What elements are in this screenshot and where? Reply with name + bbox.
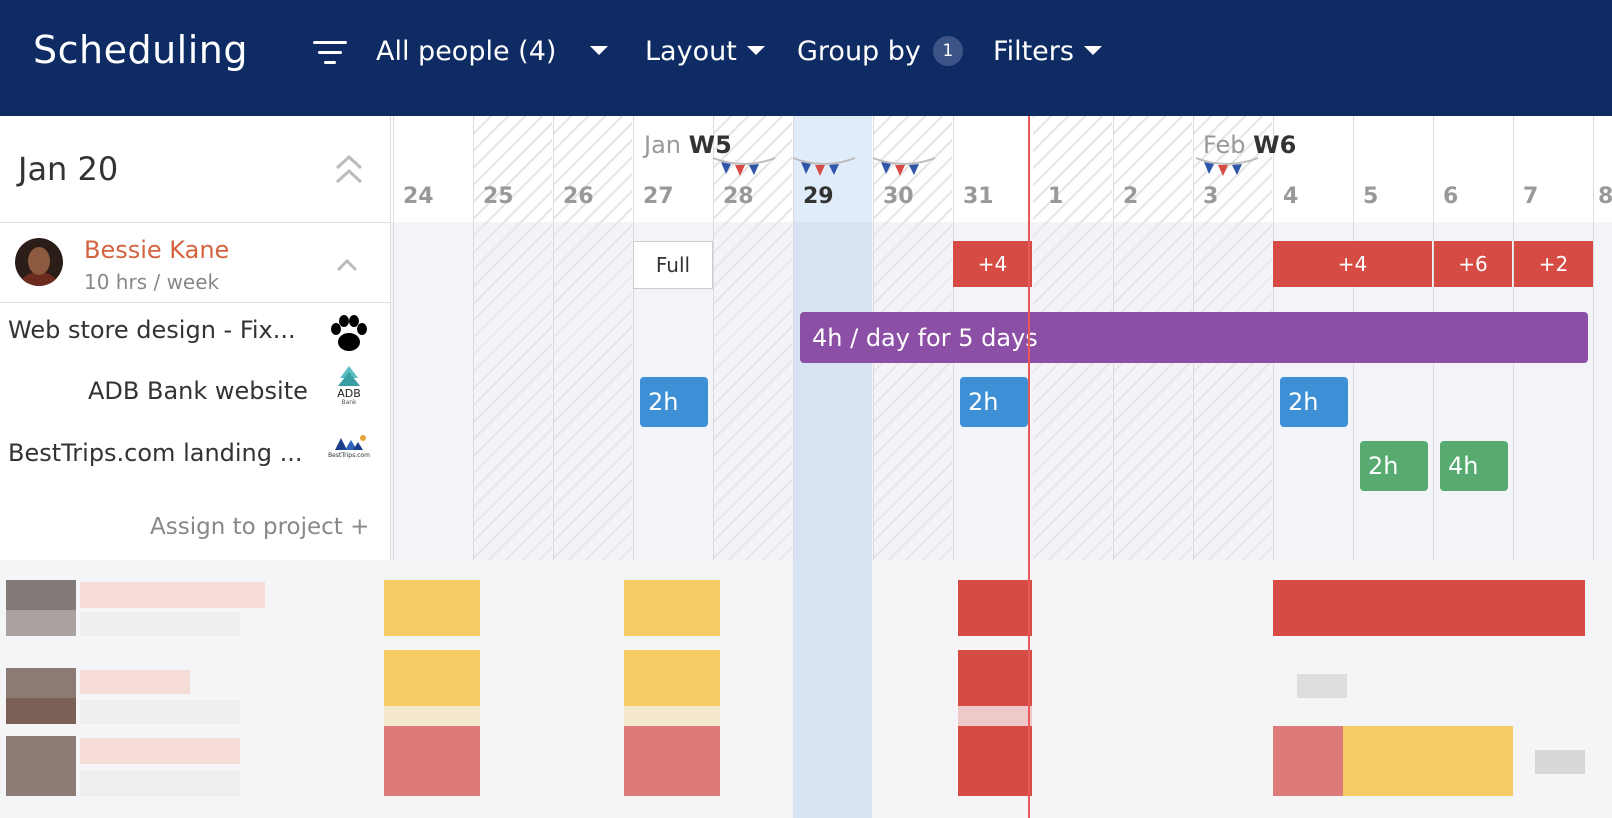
project-name[interactable]: BestTrips.com landing ... bbox=[8, 439, 303, 467]
day-number[interactable]: 30 bbox=[883, 184, 914, 209]
day-number[interactable]: 25 bbox=[483, 184, 514, 209]
avatar bbox=[15, 238, 63, 286]
day-number[interactable]: 1 bbox=[1048, 184, 1064, 209]
grid-line bbox=[393, 116, 394, 560]
overbook-block[interactable]: +6 bbox=[1434, 241, 1512, 287]
filters-dropdown[interactable]: Filters bbox=[993, 36, 1102, 67]
grid-line bbox=[633, 116, 634, 560]
filters-label: Filters bbox=[993, 36, 1074, 67]
besttrips-allocation[interactable]: 2h bbox=[1360, 441, 1428, 491]
group-by-label: Group by bbox=[797, 36, 921, 67]
holiday-flag-icon bbox=[712, 157, 776, 176]
holiday-flag-icon bbox=[872, 157, 936, 176]
full-capacity-marker[interactable]: Full bbox=[633, 241, 713, 289]
left-panel: Jan 20 Bessie Kane 10 hrs / week Web sto… bbox=[0, 116, 391, 560]
people-filter-dropdown[interactable]: All people (4) bbox=[376, 36, 609, 67]
current-date: Jan 20 bbox=[18, 150, 119, 188]
overbook-block[interactable]: +4 bbox=[953, 241, 1032, 287]
group-by-count-badge: 1 bbox=[932, 35, 963, 66]
besttrips-allocation[interactable]: 4h bbox=[1440, 441, 1508, 491]
day-number[interactable]: 5 bbox=[1363, 184, 1379, 209]
holiday-flag-icon bbox=[792, 157, 856, 176]
grid-line bbox=[553, 116, 554, 560]
week-label: Feb W6 bbox=[1203, 131, 1297, 159]
day-number[interactable]: 6 bbox=[1443, 184, 1459, 209]
day-number[interactable]: 2 bbox=[1123, 184, 1139, 209]
day-number[interactable]: 24 bbox=[403, 184, 434, 209]
weekend-column bbox=[553, 116, 632, 560]
project-name[interactable]: Web store design - Fix... bbox=[8, 316, 296, 344]
holiday-flag-icon bbox=[1195, 157, 1259, 176]
adb-allocation[interactable]: 2h bbox=[640, 377, 708, 427]
adb-bank-logo: ADB Bank bbox=[328, 366, 370, 412]
adb-allocation[interactable]: 2h bbox=[1280, 377, 1348, 427]
day-number[interactable]: 28 bbox=[723, 184, 754, 209]
person-row[interactable]: Bessie Kane 10 hrs / week bbox=[0, 222, 390, 303]
weekend-column bbox=[473, 116, 552, 560]
overbook-block[interactable]: +2 bbox=[1514, 241, 1593, 287]
day-number[interactable]: 26 bbox=[563, 184, 594, 209]
grid-line bbox=[1593, 116, 1594, 560]
group-by-button[interactable]: Group by 1 bbox=[797, 35, 963, 67]
chevron-up-icon[interactable] bbox=[336, 258, 358, 272]
grid-line bbox=[793, 116, 794, 560]
besttrips-logo: BestTrips.com bbox=[326, 434, 372, 470]
day-number[interactable]: 8 bbox=[1598, 184, 1612, 209]
grid-line bbox=[473, 116, 474, 560]
day-number[interactable]: 7 bbox=[1523, 184, 1539, 209]
grid-line bbox=[713, 116, 714, 560]
page-title: Scheduling bbox=[33, 28, 249, 72]
collapse-all-icon[interactable] bbox=[334, 152, 364, 188]
chevron-down-icon bbox=[746, 46, 765, 55]
top-bar: Scheduling All people (4) Layout Group b… bbox=[0, 0, 1612, 116]
day-number-selected[interactable]: 29 bbox=[803, 184, 834, 209]
layout-dropdown[interactable]: Layout bbox=[645, 36, 765, 67]
day-number[interactable]: 31 bbox=[963, 184, 994, 209]
project-name[interactable]: ADB Bank website bbox=[88, 377, 308, 405]
assign-to-project-button[interactable]: Assign to project + bbox=[150, 514, 370, 540]
day-number[interactable]: 4 bbox=[1283, 184, 1299, 209]
layout-label: Layout bbox=[645, 36, 737, 67]
web-store-allocation[interactable]: 4h / day for 5 days bbox=[800, 312, 1588, 363]
adb-allocation[interactable]: 2h bbox=[960, 377, 1028, 427]
day-number[interactable]: 27 bbox=[643, 184, 674, 209]
chevron-down-icon bbox=[1083, 46, 1102, 55]
filter-lines-icon[interactable] bbox=[313, 40, 347, 66]
week-label: Jan W5 bbox=[644, 131, 732, 159]
people-filter-label: All people (4) bbox=[376, 36, 557, 67]
now-indicator-line bbox=[1028, 116, 1030, 818]
paw-icon bbox=[331, 315, 367, 351]
person-hours: 10 hrs / week bbox=[84, 270, 220, 294]
person-name[interactable]: Bessie Kane bbox=[84, 236, 230, 264]
date-header: Jan 20 bbox=[0, 116, 390, 223]
holiday-column bbox=[713, 116, 792, 560]
chevron-down-icon bbox=[590, 46, 609, 55]
day-number[interactable]: 3 bbox=[1203, 184, 1219, 209]
overbook-block[interactable]: +4 bbox=[1273, 241, 1432, 287]
blurred-people-rows bbox=[0, 560, 1612, 818]
